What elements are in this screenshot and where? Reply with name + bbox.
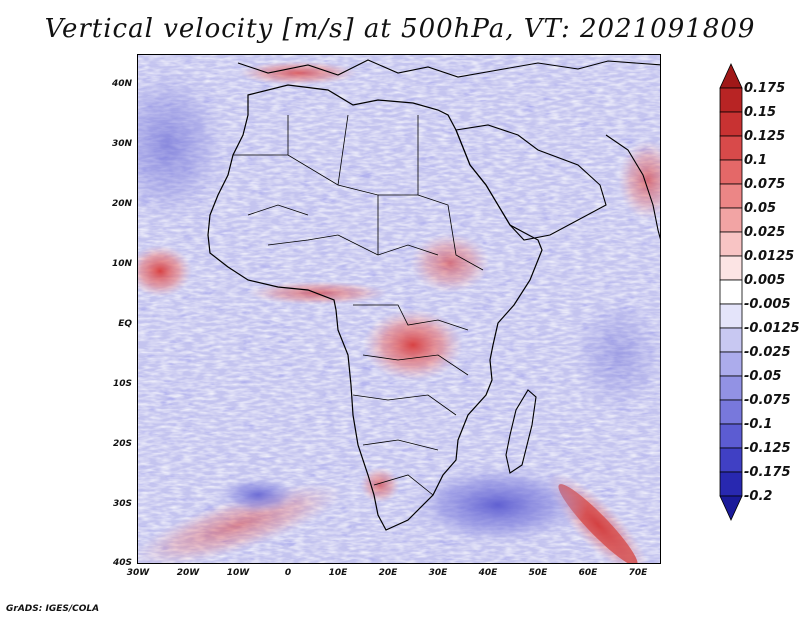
colorbar-segment bbox=[719, 87, 743, 113]
colorbar-label: 0.15 bbox=[744, 105, 777, 120]
ascent-region-south-africa bbox=[360, 467, 400, 503]
lon-tick-30w: 30W bbox=[126, 568, 150, 578]
colorbar-label: 0.1 bbox=[744, 153, 768, 168]
lon-tick-10w: 10W bbox=[226, 568, 250, 578]
colorbar-segment bbox=[719, 207, 743, 233]
colorbar-label: -0.2 bbox=[744, 489, 773, 504]
colorbar-label: 0.0125 bbox=[744, 249, 795, 264]
colorbar-segment bbox=[719, 183, 743, 209]
lat-tick-30n: 30N bbox=[111, 139, 132, 149]
colorbar-label: -0.0125 bbox=[744, 321, 800, 336]
lat-tick-40n: 40N bbox=[111, 79, 132, 89]
colorbar-segment bbox=[719, 375, 743, 401]
colorbar-segment bbox=[719, 447, 743, 473]
colorbar-segment bbox=[719, 279, 743, 305]
arabia-coastline bbox=[455, 124, 607, 241]
colorbar-label: 0.025 bbox=[744, 225, 786, 240]
descent-region-southeast bbox=[568, 295, 660, 415]
colorbar-label: 0.125 bbox=[744, 129, 786, 144]
colorbar-segment bbox=[719, 303, 743, 329]
colorbar-label: 0.175 bbox=[744, 81, 786, 96]
colorbar-label: -0.1 bbox=[744, 417, 773, 432]
colorbar-label: 0.005 bbox=[744, 273, 786, 288]
colorbar-segment bbox=[719, 327, 743, 353]
lat-tick-20s: 20S bbox=[112, 439, 132, 449]
colorbar-segment bbox=[719, 255, 743, 281]
lon-tick-40e: 40E bbox=[478, 568, 498, 578]
lon-tick-10e: 10E bbox=[328, 568, 348, 578]
descent-region-south-atlantic bbox=[218, 477, 298, 513]
map-panel bbox=[137, 54, 661, 564]
descent-region-southern-ocean bbox=[408, 465, 588, 545]
madagascar-coastline bbox=[505, 389, 537, 474]
colorbar-segment bbox=[719, 423, 743, 449]
india-coastline bbox=[605, 134, 660, 240]
colorbar-segment bbox=[719, 111, 743, 137]
lat-tick-eq: EQ bbox=[118, 319, 132, 329]
colorbar-top-arrow bbox=[719, 63, 743, 89]
colorbar-segment bbox=[719, 135, 743, 161]
colorbar-label: -0.005 bbox=[744, 297, 791, 312]
lon-tick-20e: 20E bbox=[378, 568, 398, 578]
colorbar-bottom-arrow bbox=[719, 495, 743, 521]
colorbar-segment bbox=[719, 159, 743, 185]
colorbar-label: 0.05 bbox=[744, 201, 777, 216]
lon-tick-70e: 70E bbox=[628, 568, 648, 578]
ascent-region-india bbox=[618, 140, 660, 220]
colorbar-label: -0.05 bbox=[744, 369, 782, 384]
europe-coastline bbox=[237, 59, 660, 78]
ascent-region-west-atlantic bbox=[138, 245, 192, 297]
ascent-region-mediterranean bbox=[238, 61, 358, 85]
lat-tick-20n: 20N bbox=[111, 199, 132, 209]
ascent-region-ethiopia bbox=[410, 233, 490, 293]
colorbar-label: -0.075 bbox=[744, 393, 791, 408]
colorbar-segment bbox=[719, 351, 743, 377]
colorbar bbox=[719, 63, 743, 521]
colorbar-label: -0.175 bbox=[744, 465, 791, 480]
colorbar-label: 0.075 bbox=[744, 177, 786, 192]
lon-tick-60e: 60E bbox=[578, 568, 598, 578]
descent-region-north-atlantic bbox=[138, 65, 228, 225]
ascent-region-congo bbox=[363, 309, 463, 381]
lat-tick-40s: 40S bbox=[112, 558, 132, 568]
lon-tick-30e: 30E bbox=[428, 568, 448, 578]
credit-text: GrADS: IGES/COLA bbox=[6, 604, 100, 614]
colorbar-segment bbox=[719, 231, 743, 257]
lon-tick-50e: 50E bbox=[528, 568, 548, 578]
colorbar-label: -0.125 bbox=[744, 441, 791, 456]
lat-tick-30s: 30S bbox=[112, 499, 132, 509]
lon-tick-0: 0 bbox=[284, 568, 292, 578]
lon-tick-20w: 20W bbox=[176, 568, 200, 578]
lat-tick-10n: 10N bbox=[111, 259, 132, 269]
map-title: Vertical velocity [m/s] at 500hPa, VT: 2… bbox=[44, 14, 756, 44]
colorbar-segment bbox=[719, 399, 743, 425]
map-canvas bbox=[138, 55, 660, 563]
lat-tick-10s: 10S bbox=[112, 379, 132, 389]
colorbar-segment bbox=[719, 471, 743, 497]
country-borders bbox=[233, 114, 484, 496]
colorbar-label: -0.025 bbox=[744, 345, 791, 360]
